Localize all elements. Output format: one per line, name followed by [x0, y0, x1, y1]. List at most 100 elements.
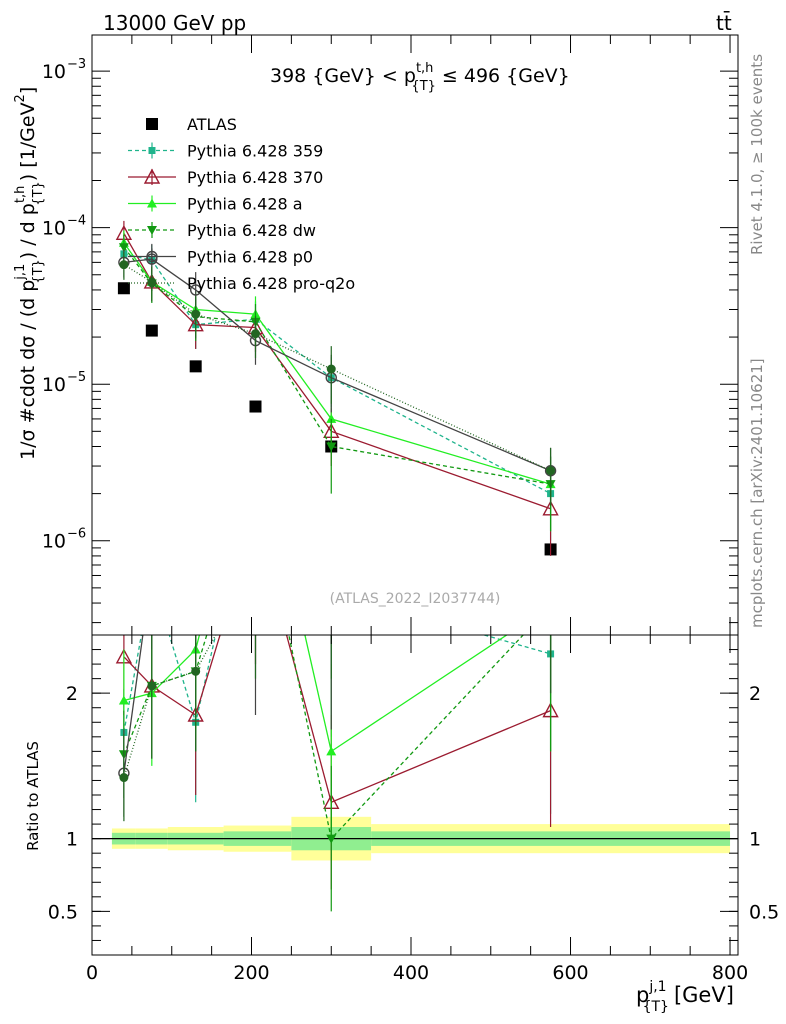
ratio-y-axis-title: Ratio to ATLAS [24, 741, 42, 851]
ratio-point-a [326, 746, 337, 756]
ratio-point-p0 [326, 579, 336, 589]
legend-label-a: Pythia 6.428 a [187, 195, 303, 214]
data-point-proq2o [191, 309, 201, 319]
cut-label-end: ≤ 496 {GeV} [442, 65, 570, 87]
legend-label-proq2o: Pythia 6.428 pro-q2o [187, 274, 355, 293]
legend-label-atlas: ATLAS [187, 115, 237, 134]
legend-marker-atlas [146, 118, 158, 130]
mcplots-label: mcplots.cern.ch [arXiv:2401.10621] [748, 358, 766, 628]
ratio-y-tick-label: 0.5 [48, 901, 78, 923]
data-point-dw [326, 442, 337, 452]
data-point-proq2o [250, 329, 260, 339]
ratio-y-tick-label-right: 1 [749, 829, 761, 851]
data-point-atlas [117, 282, 130, 295]
series-line-proq2o [123, 264, 551, 472]
ratio-line-p370 [123, 635, 551, 804]
process-label: tt̄ [716, 10, 732, 35]
data-point-proq2o [546, 466, 556, 476]
ylabel-close: ] [17, 87, 39, 94]
ratio-y-tick-label-right: 2 [749, 683, 761, 705]
main-y-tick-label: 10 [42, 218, 66, 240]
x-tick-label: 800 [712, 962, 748, 984]
main-series-layer [115, 220, 559, 556]
cut-label-sup: t,h [416, 61, 433, 76]
ylabel-mid: ) / d p [17, 203, 39, 259]
ylabel-sub2: {T} [31, 181, 46, 205]
main-y-tick-exponent: −4 [67, 214, 86, 229]
energy-label: 13000 GeV pp [103, 11, 246, 35]
rivet-label: Rivet 4.1.0, ≥ 100k events [748, 54, 766, 255]
ratio-point-p0 [250, 594, 260, 604]
data-point-atlas [145, 324, 158, 337]
data-point-atlas [249, 400, 262, 413]
data-point-a [326, 413, 337, 423]
xlabel-sup: j,1 [648, 979, 666, 995]
ratio-point-a [546, 601, 556, 610]
analysis-watermark: (ATLAS_2022_I2037744) [330, 591, 501, 607]
ylabel-end: ) [1/GeV [17, 102, 39, 181]
legend-marker-proq2o [147, 278, 157, 288]
data-point-atlas [189, 360, 202, 373]
data-point-proq2o [119, 260, 129, 270]
legend-label-p0: Pythia 6.428 p0 [187, 248, 313, 267]
series-line-a [123, 242, 551, 485]
legend-label-p370: Pythia 6.428 370 [187, 168, 323, 187]
legend-marker-a [147, 198, 157, 208]
ratio-point-a [118, 695, 129, 705]
ratio-uncertainty-band [92, 816, 738, 861]
ratio-point-proq2o [327, 529, 336, 538]
ratio-point-proq2o [119, 773, 129, 783]
ratio-series-layer [115, 412, 559, 912]
ratio-line-a [123, 635, 508, 753]
ratio-point-proq2o [147, 681, 157, 691]
x-tick-label: 0 [86, 962, 98, 984]
main-y-tick-exponent: −6 [67, 527, 86, 542]
cut-label-start: 398 {GeV} < p [270, 65, 416, 87]
xlabel-main: p [636, 983, 649, 1007]
x-axis-title: pj,1 {T} [GeV] [636, 979, 734, 1015]
legend-label-p359: Pythia 6.428 359 [187, 142, 323, 161]
x-tick-label: 400 [393, 962, 429, 984]
ratio-point-p359 [252, 457, 259, 464]
ratio-point-dw [250, 471, 260, 480]
ylabel-pow: 2 [13, 94, 28, 102]
ratio-point-proq2o [191, 666, 201, 676]
ratio-point-p0 [191, 528, 201, 538]
ratio-point-dw [326, 834, 337, 844]
main-y-axis-title: 1/σ #cdot dσ / (d pj,1 {T}) / d pt,h {T}) … [13, 87, 46, 460]
legend-marker-p0 [146, 250, 158, 263]
main-y-tick-exponent: −3 [67, 57, 86, 72]
ylabel-sup1: j,1 [13, 264, 28, 281]
ratio-line-p0 [123, 635, 144, 774]
ratio-point-dw [546, 602, 556, 611]
x-tick-label: 200 [233, 962, 269, 984]
ratio-point-p359 [148, 573, 155, 580]
main-y-tick-label: 10 [42, 374, 66, 396]
xlabel-sub: {T} [643, 999, 669, 1015]
main-y-tick-label: 10 [42, 61, 66, 83]
ratio-line-dw [123, 635, 525, 840]
ratio-point-p370 [248, 512, 262, 525]
legend-marker-dw [147, 226, 157, 235]
ylabel-sup2: t,h [13, 186, 28, 203]
ratio-point-p0 [147, 565, 157, 575]
series-line-p370 [123, 232, 551, 510]
legend: ATLAS Pythia 6.428 359 Pythia 6.428 370 Pyt… [128, 115, 355, 293]
ratio-y-tick-label: 1 [66, 829, 78, 851]
main-y-tick-label: 10 [42, 531, 66, 553]
series-line-dw [123, 246, 551, 485]
data-point-p0 [189, 284, 202, 296]
ratio-y-tick-label: 2 [66, 683, 78, 705]
ylabel-main: 1/σ #cdot dσ / (d p [17, 280, 39, 460]
ratio-point-a [250, 412, 260, 421]
data-point-dw [118, 243, 129, 253]
cut-label-sub: {T} [411, 79, 435, 94]
ratio-panel-frame [91, 634, 739, 956]
legend-label-dw: Pythia 6.428 dw [187, 221, 316, 240]
cut-label: 398 {GeV} < pt,h {T} ≤ 496 {GeV} [270, 61, 570, 94]
ratio-y-tick-label-right: 0.5 [749, 901, 779, 923]
xlabel-unit: [GeV] [674, 983, 734, 1007]
ratio-point-proq2o [251, 558, 260, 567]
ylabel-sub1: {T} [31, 259, 46, 283]
